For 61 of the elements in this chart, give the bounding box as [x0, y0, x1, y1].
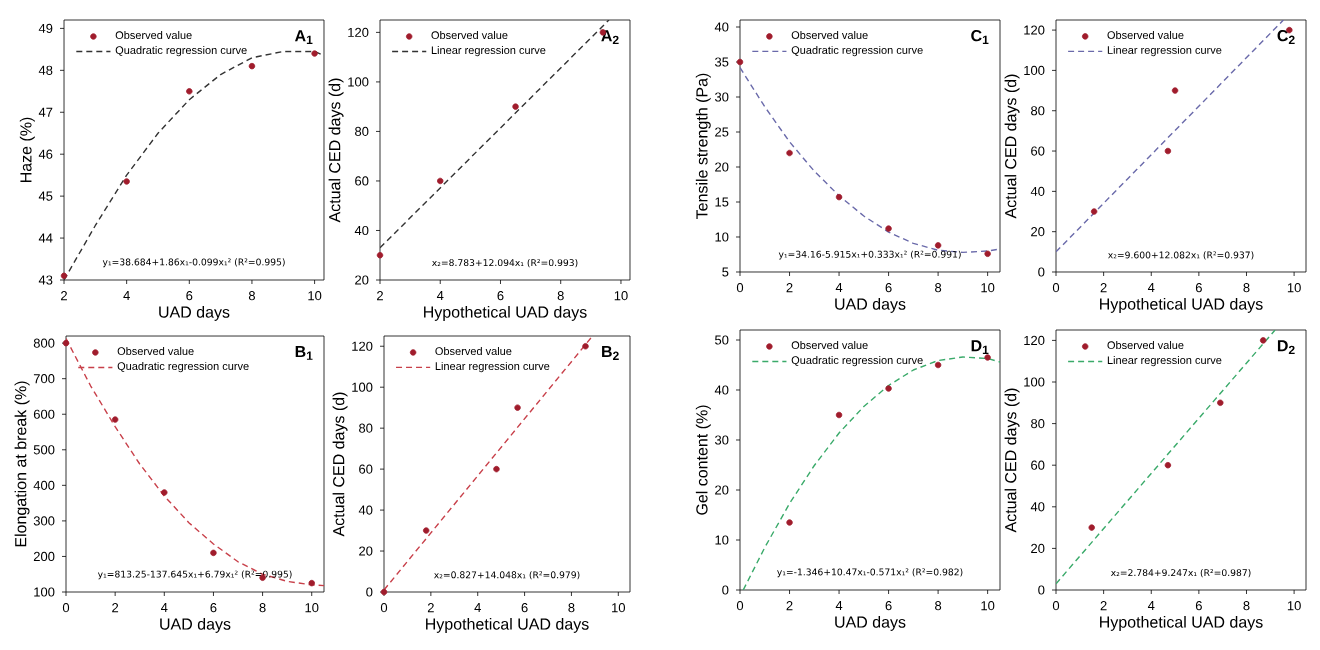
- annotation: A$_{2}$: [601, 30, 619, 45]
- annotation: D$_{2}$: [1277, 340, 1295, 355]
- y-axis-title: Gel content (%): [695, 405, 711, 515]
- point: [1164, 462, 1172, 469]
- point: [934, 242, 942, 249]
- point: [736, 58, 744, 66]
- point: [885, 225, 892, 232]
- point: [984, 250, 991, 257]
- point: [786, 149, 793, 157]
- x-axis-title: Hypothetical UAD days: [426, 617, 589, 633]
- point: [311, 50, 318, 57]
- point: [111, 416, 119, 423]
- y-axis-title: Actual CED days (d): [328, 78, 344, 223]
- x-axis-title: UAD days: [160, 617, 231, 633]
- x-axis-title: Hypothetical UAD days: [1100, 297, 1263, 313]
- annotation: D$_{1}$: [971, 340, 989, 354]
- x-axis-title: UAD days: [835, 297, 906, 313]
- annotation: C$_{1}$: [971, 29, 989, 44]
- point: [248, 62, 256, 70]
- point: [1088, 524, 1095, 531]
- annotation: B$_{1}$: [295, 346, 313, 360]
- point: [835, 411, 843, 419]
- x-axis-title: Hypothetical UAD days: [424, 305, 587, 321]
- y-axis-title: Elongation at break (%): [14, 381, 30, 547]
- point: [1164, 147, 1172, 155]
- point: [123, 178, 130, 185]
- point: [582, 343, 589, 350]
- y-axis-title: Actual CED days (d): [1004, 74, 1020, 219]
- y-axis-title: Tensile strength (Pa): [695, 73, 711, 220]
- x-axis-title: UAD days: [159, 305, 230, 321]
- annotation: C$_{2}$: [1277, 29, 1295, 44]
- point: [308, 579, 315, 587]
- point: [984, 354, 991, 361]
- point: [786, 519, 793, 526]
- point: [376, 252, 384, 259]
- line-series: [742, 356, 1001, 590]
- point: [422, 527, 430, 534]
- y-axis-title: Actual CED days (d): [1004, 388, 1020, 533]
- annotation: B$_{2}$: [602, 346, 619, 360]
- point: [934, 361, 942, 369]
- point: [1090, 208, 1098, 215]
- annotation: A$_{1}$: [294, 30, 313, 44]
- point: [514, 404, 521, 411]
- point: [1217, 399, 1224, 406]
- x-axis-title: UAD days: [835, 615, 906, 631]
- point: [437, 177, 444, 185]
- point: [210, 549, 217, 557]
- point: [62, 339, 70, 347]
- point: [161, 489, 168, 496]
- point: [380, 588, 388, 596]
- point: [885, 385, 892, 392]
- point: [512, 103, 519, 110]
- point: [493, 465, 500, 473]
- x-axis-title: Hypothetical UAD days: [1100, 615, 1263, 631]
- point: [835, 193, 843, 201]
- y-axis-title: Haze (%): [19, 117, 35, 183]
- point: [60, 272, 68, 280]
- y-axis-title: Actual CED days (d): [332, 392, 348, 537]
- point: [1259, 337, 1267, 344]
- point: [186, 88, 193, 95]
- point: [1171, 87, 1179, 94]
